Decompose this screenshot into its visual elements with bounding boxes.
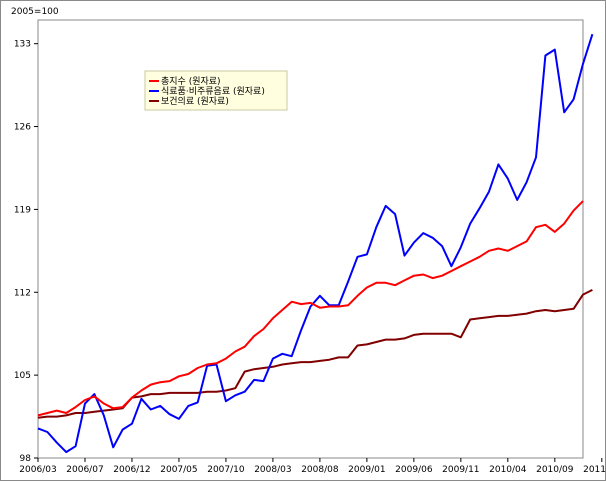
- x-axis: 2006/03 2006/07 2006/12 2007/05 2007/10 2008/…: [19, 458, 606, 475]
- series-group: [37, 33, 594, 454]
- y-tick-label: 119: [14, 205, 31, 215]
- x-tick-label: 2009/11: [442, 465, 479, 475]
- series-line-0: [37, 200, 584, 417]
- x-tick-label: 2008/08: [301, 465, 339, 475]
- x-tick-label: 2009/01: [348, 465, 385, 475]
- legend-label-2: 보건의료 (원자료): [161, 96, 229, 107]
- legend-label-1: 식료품·비주류음료 (원자료): [161, 86, 265, 97]
- y-axis: 98 105 112 119 126 133: [14, 40, 38, 464]
- legend-label-0: 총지수 (원자료): [161, 76, 221, 87]
- x-tick-label: 2006/12: [113, 465, 150, 475]
- y-tick-label: 133: [14, 40, 31, 50]
- unit-label: 2005=100: [11, 7, 59, 17]
- x-tick-label: 2007/05: [160, 465, 197, 475]
- plot-area: [37, 19, 584, 459]
- legend: 총지수 (원자료)식료품·비주류음료 (원자료)보건의료 (원자료): [144, 70, 288, 111]
- x-tick-label: 2011/02: [583, 465, 606, 475]
- x-tick-label: 2008/03: [254, 465, 291, 475]
- x-tick-label: 2007/10: [207, 465, 245, 475]
- y-tick-label: 126: [14, 123, 31, 133]
- x-tick-label: 2006/07: [66, 465, 103, 475]
- x-tick-label: 2010/09: [536, 465, 574, 475]
- x-tick-label: 2009/06: [395, 465, 433, 475]
- x-tick-label: 2010/04: [489, 465, 527, 475]
- series-line-1: [37, 33, 594, 454]
- y-tick-label: 112: [14, 288, 31, 298]
- legend-box: [144, 70, 288, 111]
- plot-border: [37, 19, 584, 459]
- y-tick-label: 105: [14, 371, 31, 381]
- x-tick-label: 2006/03: [19, 465, 56, 475]
- y-tick-label: 98: [20, 454, 32, 464]
